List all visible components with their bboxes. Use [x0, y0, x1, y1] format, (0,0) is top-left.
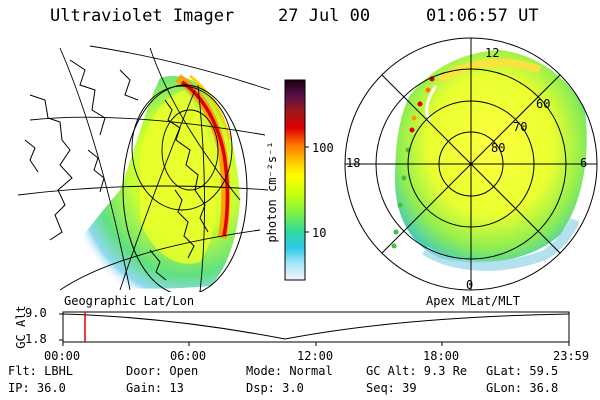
info-glat: GLat: 59.5 [486, 364, 559, 378]
altitude-timeline [59, 311, 570, 346]
date-readout: 27 Jul 00 [278, 6, 371, 26]
timeline-ytick-bottom: 1.8 [25, 332, 47, 346]
timeline-xtick: 23:59 [553, 349, 590, 363]
mlt-label-18: 18 [346, 156, 361, 170]
info-ip: IP: 36.0 [8, 381, 66, 395]
time-readout: 01:06:57 UT [426, 6, 539, 26]
mlt-label-0: 0 [466, 278, 474, 292]
colorbar-unit-label: photon cm⁻²s⁻¹ [265, 141, 279, 243]
timeline-xtick: 06:00 [170, 349, 207, 363]
timeline-ytick-top: 9.0 [25, 306, 47, 320]
mlt-label-6: 6 [580, 156, 588, 170]
mlat-label-60: 60 [536, 97, 551, 111]
info-seq: Seq: 39 [366, 381, 417, 395]
colorbar-tick-100: 100 [312, 141, 334, 155]
left-panel-caption: Geographic Lat/Lon [64, 294, 195, 308]
info-glon: GLon: 36.8 [486, 381, 559, 395]
info-door: Door: Open [126, 364, 199, 378]
mlat-label-70: 70 [513, 120, 528, 134]
timeline-xtick: 12:00 [297, 349, 334, 363]
colorbar [284, 79, 306, 281]
mlat-label-80: 80 [491, 141, 506, 155]
colorbar-tick-10: 10 [312, 226, 327, 240]
info-dsp: Dsp: 3.0 [246, 381, 304, 395]
geographic-image [18, 45, 270, 292]
app-title: Ultraviolet Imager [50, 6, 235, 26]
info-gc-alt: GC Alt: 9.3 Re [366, 364, 468, 378]
info-filter: Flt: LBHL [8, 364, 74, 378]
polar-plot [344, 37, 598, 291]
timeline-xtick: 18:00 [423, 349, 460, 363]
right-panel-caption: Apex MLat/MLT [426, 294, 520, 308]
mlt-label-12: 12 [485, 46, 500, 60]
info-gain: Gain: 13 [126, 381, 184, 395]
info-mode: Mode: Normal [246, 364, 333, 378]
timeline-xtick: 00:00 [44, 349, 81, 363]
